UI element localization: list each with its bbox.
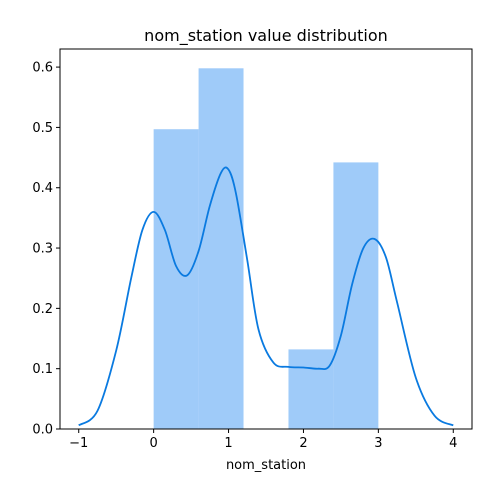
y-axis: 0.0 0.1 0.2 0.3 0.4 0.5 0.6 — [32, 61, 60, 438]
histogram-bar-4 — [333, 162, 379, 429]
histogram-bar-1 — [198, 68, 244, 430]
x-axis-label: nom_station — [226, 458, 306, 473]
y-tick-label: 0.2 — [32, 302, 53, 317]
kde-curve — [78, 166, 454, 427]
x-tick-label: −1 — [69, 436, 88, 451]
kde-layer — [78, 166, 454, 427]
histogram-bar-0 — [153, 129, 199, 429]
plot-frame — [59, 48, 473, 430]
y-tick-label: 0.5 — [32, 121, 53, 136]
y-tick-label: 0.6 — [32, 61, 53, 76]
x-tick-label: 2 — [299, 436, 307, 451]
y-tick-label: 0.1 — [32, 362, 53, 377]
x-tick-label: 4 — [449, 436, 457, 451]
y-tick-label: 0.4 — [32, 181, 53, 196]
x-tick-label: 0 — [149, 436, 157, 451]
x-tick-label: 3 — [374, 436, 382, 451]
histogram-bar-3 — [288, 349, 334, 429]
y-tick-label: 0.3 — [32, 242, 53, 257]
chart-title: nom_station value distribution — [144, 26, 388, 46]
y-tick-label: 0.0 — [32, 423, 53, 438]
x-axis: −1 0 1 2 3 4 — [69, 429, 457, 451]
x-tick-label: 1 — [224, 436, 232, 451]
bars-layer — [153, 68, 379, 430]
